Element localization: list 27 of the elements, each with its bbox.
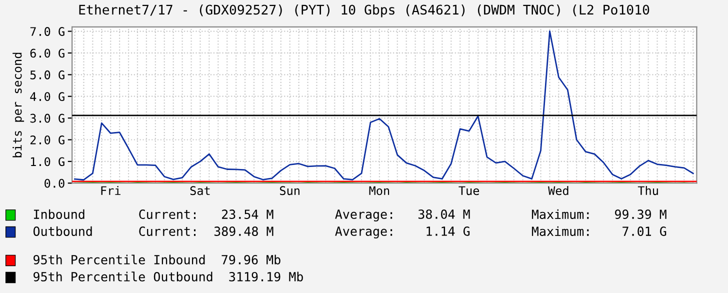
legend-label: Inbound <box>34 209 84 220</box>
text: Average: 38.04 M <box>335 209 470 222</box>
x-tick-label: Sun <box>280 186 300 196</box>
text: Maximum: 99.39 M <box>532 209 666 220</box>
chart-title: Ethernet7/17 - (GDX092527) (PYT) 10 Gbps (AS4621) (DWDM TNOC) (L2 Po1010 <box>79 4 650 18</box>
y-tick-label: 0.0 <box>44 178 64 188</box>
text: Average: 1.14 G <box>335 226 470 238</box>
legend-label: 95th Percentile Outbound 3119.19 Mb <box>34 272 303 282</box>
x-tick-label: Sat <box>190 186 210 196</box>
x-tick-label: Thu <box>638 186 658 196</box>
text: Current: 23.54 M <box>139 210 274 220</box>
y-axis-title: bits per second <box>12 52 24 158</box>
x-tick-label: Fri <box>101 186 120 195</box>
text: Maximum: 7.01 G <box>532 226 666 236</box>
x-tick-label: Tue <box>458 186 480 196</box>
y-tick-label: 1.0 G <box>31 157 64 166</box>
text: Current: 389.48 M <box>139 226 274 236</box>
y-tick-label: 5.0 G <box>30 70 64 80</box>
y-tick-label: 3.0 G <box>30 114 64 123</box>
y-tick-label: 2.0 G <box>30 136 64 144</box>
y-tick-label: 6.0 G <box>30 48 64 58</box>
legend-label: 95th Percentile Inbound 79.96 Mb <box>34 254 280 264</box>
x-tick-label: Wed <box>548 186 568 196</box>
legend-label: Outbound <box>33 226 92 236</box>
y-tick-label: 4.0 G <box>30 92 64 102</box>
x-tick-label: Mon <box>369 186 390 196</box>
y-tick-label: 7.0 G <box>30 27 64 36</box>
